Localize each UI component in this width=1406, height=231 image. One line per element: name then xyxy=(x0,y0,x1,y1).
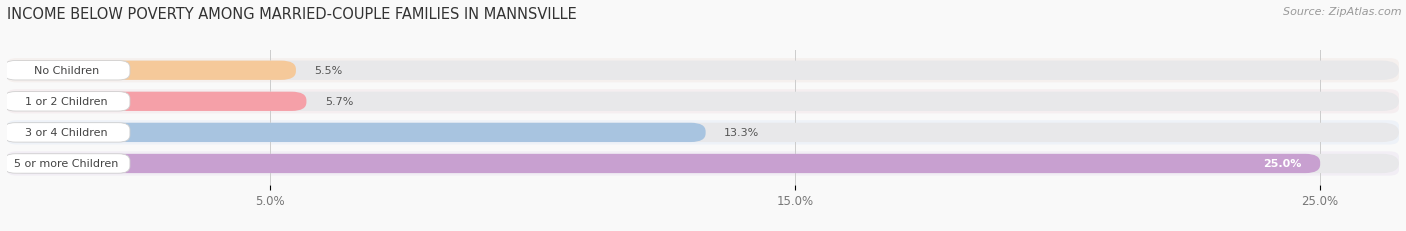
Text: 25.0%: 25.0% xyxy=(1264,159,1302,169)
Text: 3 or 4 Children: 3 or 4 Children xyxy=(25,128,108,138)
FancyBboxPatch shape xyxy=(7,123,706,142)
Text: 5.7%: 5.7% xyxy=(325,97,353,107)
FancyBboxPatch shape xyxy=(7,59,1399,83)
FancyBboxPatch shape xyxy=(4,123,129,143)
FancyBboxPatch shape xyxy=(7,123,1399,142)
FancyBboxPatch shape xyxy=(7,154,1399,173)
Text: 5.5%: 5.5% xyxy=(315,66,343,76)
FancyBboxPatch shape xyxy=(7,61,1399,81)
Text: No Children: No Children xyxy=(34,66,98,76)
FancyBboxPatch shape xyxy=(4,154,129,173)
Text: 1 or 2 Children: 1 or 2 Children xyxy=(25,97,108,107)
FancyBboxPatch shape xyxy=(7,61,295,81)
Text: INCOME BELOW POVERTY AMONG MARRIED-COUPLE FAMILIES IN MANNSVILLE: INCOME BELOW POVERTY AMONG MARRIED-COUPL… xyxy=(7,7,576,22)
Text: 5 or more Children: 5 or more Children xyxy=(14,159,118,169)
Text: Source: ZipAtlas.com: Source: ZipAtlas.com xyxy=(1284,7,1402,17)
FancyBboxPatch shape xyxy=(7,92,307,112)
FancyBboxPatch shape xyxy=(7,121,1399,145)
FancyBboxPatch shape xyxy=(7,152,1399,176)
FancyBboxPatch shape xyxy=(7,90,1399,114)
FancyBboxPatch shape xyxy=(7,92,1399,112)
FancyBboxPatch shape xyxy=(4,61,129,81)
FancyBboxPatch shape xyxy=(4,92,129,112)
Text: 13.3%: 13.3% xyxy=(724,128,759,138)
FancyBboxPatch shape xyxy=(7,154,1320,173)
